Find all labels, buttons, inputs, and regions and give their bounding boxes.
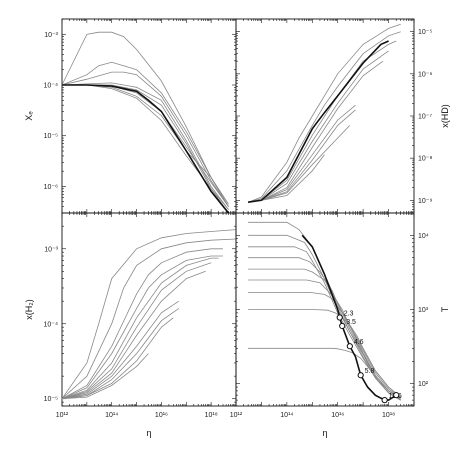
y-tick-label: 10⁴ xyxy=(418,233,429,240)
y-tick-label: 10⁻⁴ xyxy=(44,83,59,90)
series-line xyxy=(247,23,401,203)
x-tick-label: 10¹⁶ xyxy=(155,412,168,419)
y-axis-label: x(HD) xyxy=(440,104,450,128)
y-axis-label: T xyxy=(440,306,450,312)
data-marker xyxy=(393,392,400,399)
y-tick-label: 10⁻⁸ xyxy=(418,156,432,163)
series-line-highlight xyxy=(247,40,389,203)
panel-top-left: 10⁻³ 10⁻⁴ 10⁻⁵ 10⁻⁶ Xₑ xyxy=(24,18,237,214)
marker-label: 5.8 xyxy=(365,368,375,375)
series-line xyxy=(61,262,212,400)
series-line xyxy=(62,84,229,214)
x-tick-label: 10¹⁴ xyxy=(105,412,118,419)
series-line xyxy=(248,109,356,203)
y-tick-label: 10³ xyxy=(418,307,429,314)
series-line xyxy=(61,353,149,400)
series-line xyxy=(61,82,229,210)
series-line xyxy=(61,31,229,207)
series-line xyxy=(62,84,229,210)
y-tick-label: 10⁻⁵ xyxy=(44,396,58,403)
x-tick-label: 10¹⁸ xyxy=(382,412,395,419)
series-line xyxy=(248,291,401,399)
series-line xyxy=(62,84,229,205)
series-line-highlight xyxy=(301,234,397,401)
series-line xyxy=(61,317,174,400)
x-tick-label: 10¹⁴ xyxy=(280,412,293,419)
y-axis-label: x(H₂) xyxy=(24,299,34,320)
series-line xyxy=(248,40,397,203)
series-line xyxy=(247,31,401,203)
series-line xyxy=(61,248,223,400)
y-tick-label: 10⁻⁹ xyxy=(418,198,432,205)
y-tick-label: 10⁻⁶ xyxy=(44,184,58,191)
y-tick-label: 10⁻⁶ xyxy=(418,71,432,78)
x-axis-label: η xyxy=(146,428,151,438)
data-marker xyxy=(381,397,388,404)
y-tick-label: 10⁻⁷ xyxy=(418,114,432,121)
x-axis-label: η xyxy=(322,428,327,438)
y-tick-label: 10⁻³ xyxy=(44,246,58,253)
series-line xyxy=(61,270,206,400)
plot-frame xyxy=(61,212,237,407)
y-tick-label: 10⁻³ xyxy=(44,32,58,39)
data-marker xyxy=(336,314,343,321)
marker-label: 2.3 xyxy=(344,311,354,318)
y-tick-label: 10⁻⁴ xyxy=(44,321,59,328)
y-tick-label: 10⁻⁵ xyxy=(418,29,432,36)
series-line xyxy=(61,300,180,400)
x-tick-label: 10¹² xyxy=(56,412,69,419)
series-line xyxy=(248,309,401,398)
y-tick-label: 10² xyxy=(418,381,429,388)
series-line xyxy=(248,60,384,203)
series-line-highlight xyxy=(62,84,230,214)
panel-bottom-right: 10¹²10¹⁴10¹⁶10¹⁸10⁴10³10²Tη2.33.54.65.81… xyxy=(230,212,450,438)
x-tick-label: 10¹⁸ xyxy=(205,412,218,419)
series-line xyxy=(61,71,229,207)
series-line xyxy=(248,279,401,400)
series-line xyxy=(61,238,237,399)
series-line xyxy=(61,255,223,400)
panel-top-right: 10⁻⁵ 10⁻⁶ 10⁻⁷ 10⁻⁸ 10⁻⁹ x(HD) xyxy=(235,18,450,214)
data-marker xyxy=(339,322,346,330)
series-line xyxy=(248,246,401,401)
x-tick-label: 10¹² xyxy=(230,412,243,419)
y-axis-label: Xₑ xyxy=(24,111,34,121)
series-line xyxy=(248,347,401,398)
panel-bottom-left: 10¹² 10¹⁴ 10¹⁶ 10¹⁸ 10⁻³ 10⁻⁴ 10⁻⁵ x(H₂) η xyxy=(24,212,237,438)
series-line xyxy=(61,61,229,207)
marker-label: 4.6 xyxy=(354,339,364,346)
x-tick-label: 10¹⁶ xyxy=(331,412,344,419)
y-tick-label: 10⁻⁵ xyxy=(44,133,58,140)
marker-label: 3.5 xyxy=(346,319,356,326)
data-marker xyxy=(346,343,353,350)
data-marker xyxy=(357,372,364,379)
series-line xyxy=(248,268,401,401)
series-line xyxy=(61,229,237,399)
series-line xyxy=(61,257,219,400)
